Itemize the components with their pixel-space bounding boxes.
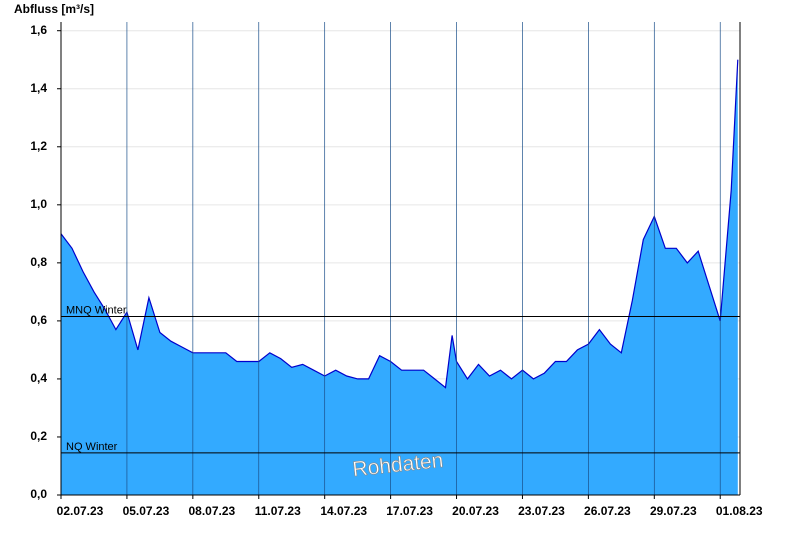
y-tick-label: 0,4 (30, 371, 47, 385)
x-tick-label: 14.07.23 (320, 504, 367, 518)
y-tick-label: 0,0 (30, 487, 47, 501)
x-tick-label: 20.07.23 (452, 504, 499, 518)
y-tick-label: 0,2 (30, 429, 47, 443)
y-tick-label: 1,2 (30, 139, 47, 153)
x-tick-label: 23.07.23 (518, 504, 565, 518)
reference-label: NQ Winter (66, 441, 118, 453)
x-tick-label: 17.07.23 (386, 504, 433, 518)
x-tick-label: 08.07.23 (188, 504, 235, 518)
area (61, 59, 738, 495)
y-tick-label: 1,0 (30, 197, 47, 211)
x-tick-label: 11.07.23 (255, 504, 301, 518)
reference-label: MNQ Winter (66, 304, 127, 316)
y-axis-label: Abfluss [m³/s] (14, 2, 94, 16)
x-tick-label: 26.07.23 (584, 504, 631, 518)
y-tick-label: 1,6 (30, 23, 47, 37)
y-tick-label: 0,8 (30, 255, 47, 269)
x-tick-label: 01.08.23 (716, 504, 763, 518)
y-tick-label: 1,4 (30, 81, 47, 95)
x-tick-label: 02.07.23 (57, 504, 104, 518)
y-tick-label: 0,6 (30, 313, 47, 327)
x-tick-label: 29.07.23 (650, 504, 697, 518)
x-tick-label: 05.07.23 (123, 504, 170, 518)
line (60, 59, 739, 389)
